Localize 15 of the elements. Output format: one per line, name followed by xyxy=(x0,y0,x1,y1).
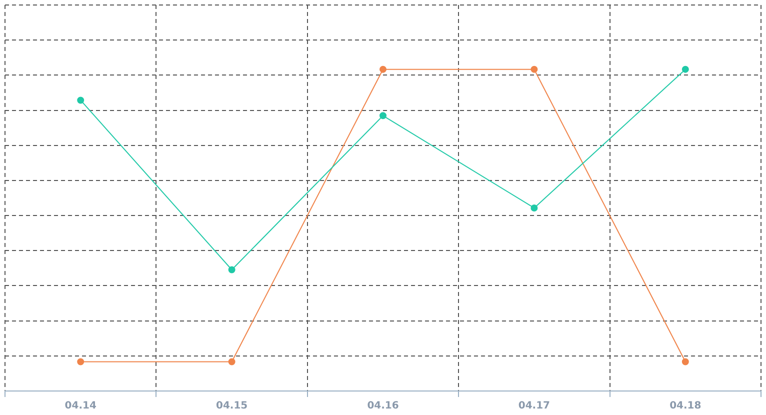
x-tick-label: 04.16 xyxy=(367,400,399,412)
point xyxy=(380,112,386,120)
point xyxy=(77,358,84,366)
point xyxy=(77,96,84,104)
x-tick-label: 04.17 xyxy=(518,400,550,412)
point xyxy=(682,358,689,366)
x-tick-label: 04.15 xyxy=(216,400,248,412)
point xyxy=(228,358,236,366)
x-tick-label: 04.18 xyxy=(670,400,702,412)
point xyxy=(682,66,689,73)
point xyxy=(228,266,236,274)
x-tick-label: 04.14 xyxy=(64,400,96,412)
point xyxy=(530,66,538,73)
point xyxy=(380,66,386,73)
point xyxy=(530,204,538,212)
